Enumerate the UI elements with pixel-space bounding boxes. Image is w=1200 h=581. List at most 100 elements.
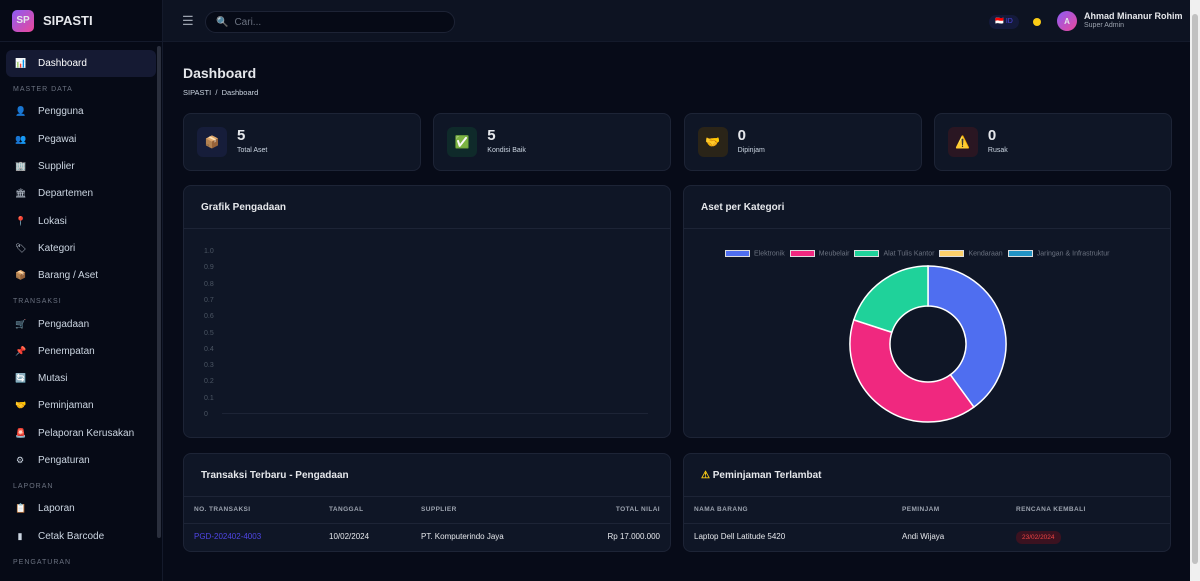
card-title: Transaksi Terbaru - Pengadaan	[201, 470, 349, 481]
sidebar-item-pengguna[interactable]: 👤 Pengguna	[6, 98, 156, 125]
sidebar-item-pelaporan-kerusakan[interactable]: 🚨 Pelaporan Kerusakan	[6, 420, 156, 447]
sidebar-item-label: Departemen	[38, 188, 94, 200]
building-icon: 🏢	[15, 161, 27, 172]
stat-card: 🤝 0 Dipinjam	[683, 113, 922, 171]
table-row[interactable]: PGD-202402-4003 10/02/2024 PT. Komputerind…	[184, 522, 670, 550]
siren-icon: 🚨	[15, 427, 27, 438]
legend-item[interactable]: Jaringan & Infrastruktur	[1007, 250, 1110, 258]
card-title: ⚠ Peminjaman Terlambat	[701, 470, 822, 481]
legend-item[interactable]: Meubelair	[789, 250, 849, 257]
table-cell: Andi Wijaya	[892, 522, 1006, 550]
y-tick-label: 0.3	[204, 362, 214, 370]
pie-slice-elektronik[interactable]	[927, 265, 1007, 409]
y-tick-label: 0	[204, 411, 208, 418]
app-logo: SP	[12, 9, 34, 32]
sidebar-item-pengaturan[interactable]: ⚙ Pengaturan	[6, 447, 156, 474]
language-label: ID	[1005, 18, 1013, 25]
sidebar-item-pegawai[interactable]: 👥 Pegawai	[6, 126, 156, 153]
sidebar-section-title: TRANSAKSI	[13, 298, 62, 306]
legend-swatch	[854, 250, 880, 257]
stat-label: Total Aset	[237, 147, 268, 154]
legend-item[interactable]: Alat Tulis Kantor	[854, 250, 934, 257]
y-tick-label: 0.6	[204, 313, 214, 321]
legend-item[interactable]: Kendaraan	[939, 250, 1003, 257]
stat-label: Kondisi Baik	[487, 147, 526, 154]
breadcrumb-home[interactable]: SIPASTI	[183, 88, 212, 97]
legend-swatch	[725, 250, 750, 257]
card-title: Grafik Pengadaan	[201, 202, 287, 213]
y-tick-label: 0.5	[204, 329, 214, 337]
transaction-link[interactable]: PGD-202402-4003	[194, 532, 262, 542]
procurement-chart-card: Grafik Pengadaan 1.0 0.9 0.8 0.7 0.6 0.5 0.4 0.…	[183, 185, 671, 438]
stat-value: 0	[987, 127, 997, 144]
avatar[interactable]: A	[1057, 11, 1077, 31]
legend-swatch	[1007, 250, 1033, 257]
sidebar-item-lokasi[interactable]: 📍 Lokasi	[6, 207, 156, 234]
box-icon: 📦	[15, 270, 27, 281]
sidebar-item-dashboard[interactable]: 📊 Dashboard	[6, 50, 156, 78]
sidebar-item-departemen[interactable]: 🏛 Departemen	[6, 180, 156, 207]
brand[interactable]: SP SIPASTI	[0, 0, 162, 42]
hamburger-menu-icon[interactable]: ☰	[182, 13, 194, 28]
sidebar-item-label: Lokasi	[38, 215, 67, 227]
sidebar-item-mutasi[interactable]: 🔄 Mutasi	[6, 365, 156, 392]
pushpin-icon: 📌	[15, 345, 27, 356]
tag-icon: 🏷	[15, 242, 27, 253]
table-row[interactable]: Laptop Dell Latitude 5420 Andi Wijaya 23/0…	[684, 522, 1170, 550]
sidebar: SP SIPASTI 📊 Dashboard MASTER DATA 👤 Penggu…	[0, 0, 163, 581]
warning-icon: ⚠️	[947, 127, 978, 157]
transfer-icon: 🔄	[15, 373, 27, 384]
page-title: Dashboard	[183, 65, 257, 81]
pin-icon: 📍	[15, 215, 27, 226]
search-icon: 🔍	[216, 17, 229, 28]
sidebar-item-label: Cetak Barcode	[38, 530, 105, 542]
legend-label: Jaringan & Infrastruktur	[1036, 250, 1110, 258]
cart-icon: 🛒	[15, 318, 27, 329]
barcode-icon: ▮	[17, 530, 23, 541]
stat-label: Rusak	[987, 147, 1008, 154]
sidebar-item-laporan[interactable]: 📋 Laporan	[6, 495, 156, 522]
sidebar-item-peminjaman[interactable]: 🤝 Peminjaman	[6, 392, 156, 419]
page-scrollbar[interactable]	[1190, 0, 1200, 581]
stat-card: ⚠️ 0 Rusak	[933, 113, 1172, 171]
clipboard-icon: 📋	[15, 503, 27, 514]
sidebar-item-label: Mutasi	[38, 373, 68, 385]
sidebar-item-label: Barang / Aset	[38, 270, 99, 282]
category-chart-card: Aset per Kategori Elektronik Meubelair Ala…	[683, 185, 1171, 438]
sidebar-item-cetak-barcode[interactable]: ▮ Cetak Barcode	[6, 522, 156, 549]
sidebar-item-barang-aset[interactable]: 📦 Barang / Aset	[6, 262, 156, 289]
user-name[interactable]: Ahmad Minanur Rohim	[1084, 11, 1183, 21]
language-button[interactable]: 🇮🇩 ID	[989, 15, 1019, 29]
user-role: Super Admin	[1084, 22, 1125, 29]
sidebar-section-title: LAPORAN	[13, 483, 54, 491]
sidebar-scrollbar[interactable]	[157, 46, 161, 538]
legend-swatch	[789, 250, 815, 257]
column-header: RENCANA KEMBALI	[1016, 505, 1086, 513]
pie-slice-alat-tulis-kantor[interactable]	[852, 265, 929, 334]
legend-label: Elektronik	[754, 250, 785, 258]
table-cell: 10/02/2024	[319, 522, 411, 550]
sidebar-item-kategori[interactable]: 🏷 Kategori	[6, 235, 156, 262]
topbar: ☰ 🔍 Cari... 🇮🇩 ID A Ahmad Minanur Rohim S…	[163, 0, 1190, 42]
sidebar-section-title: PENGATURAN	[13, 558, 72, 566]
sidebar-item-label: Supplier	[38, 161, 75, 173]
theme-toggle-sun-icon[interactable]	[1033, 18, 1041, 26]
sidebar-item-label: Pelaporan Kerusakan	[38, 427, 135, 439]
search-input[interactable]: 🔍 Cari...	[205, 11, 455, 33]
breadcrumb-current: Dashboard	[221, 88, 259, 97]
table-cell: PT. Komputerindo Jaya	[411, 522, 563, 550]
users-icon: 👥	[15, 133, 27, 144]
sidebar-item-penempatan[interactable]: 📌 Penempatan	[6, 338, 156, 365]
stat-value: 0	[737, 127, 746, 144]
transactions-table: NO. TRANSAKSI TANGGAL SUPPLIER TOTAL NILAI P…	[184, 496, 670, 550]
legend-item[interactable]: Elektronik	[725, 250, 785, 257]
legend-swatch	[939, 250, 965, 257]
sidebar-item-supplier[interactable]: 🏢 Supplier	[6, 153, 156, 180]
column-header: PEMINJAM	[902, 505, 940, 513]
office-icon: 🏛	[15, 188, 27, 199]
table-cell: Laptop Dell Latitude 5420	[684, 522, 892, 550]
sidebar-nav: 📊 Dashboard MASTER DATA 👤 Pengguna 👥 Pegawai 🏢…	[0, 42, 162, 579]
scrollbar-thumb[interactable]	[1192, 14, 1198, 564]
sidebar-item-pengadaan[interactable]: 🛒 Pengadaan	[6, 310, 156, 337]
pie-slice-meubelair[interactable]	[849, 318, 975, 423]
